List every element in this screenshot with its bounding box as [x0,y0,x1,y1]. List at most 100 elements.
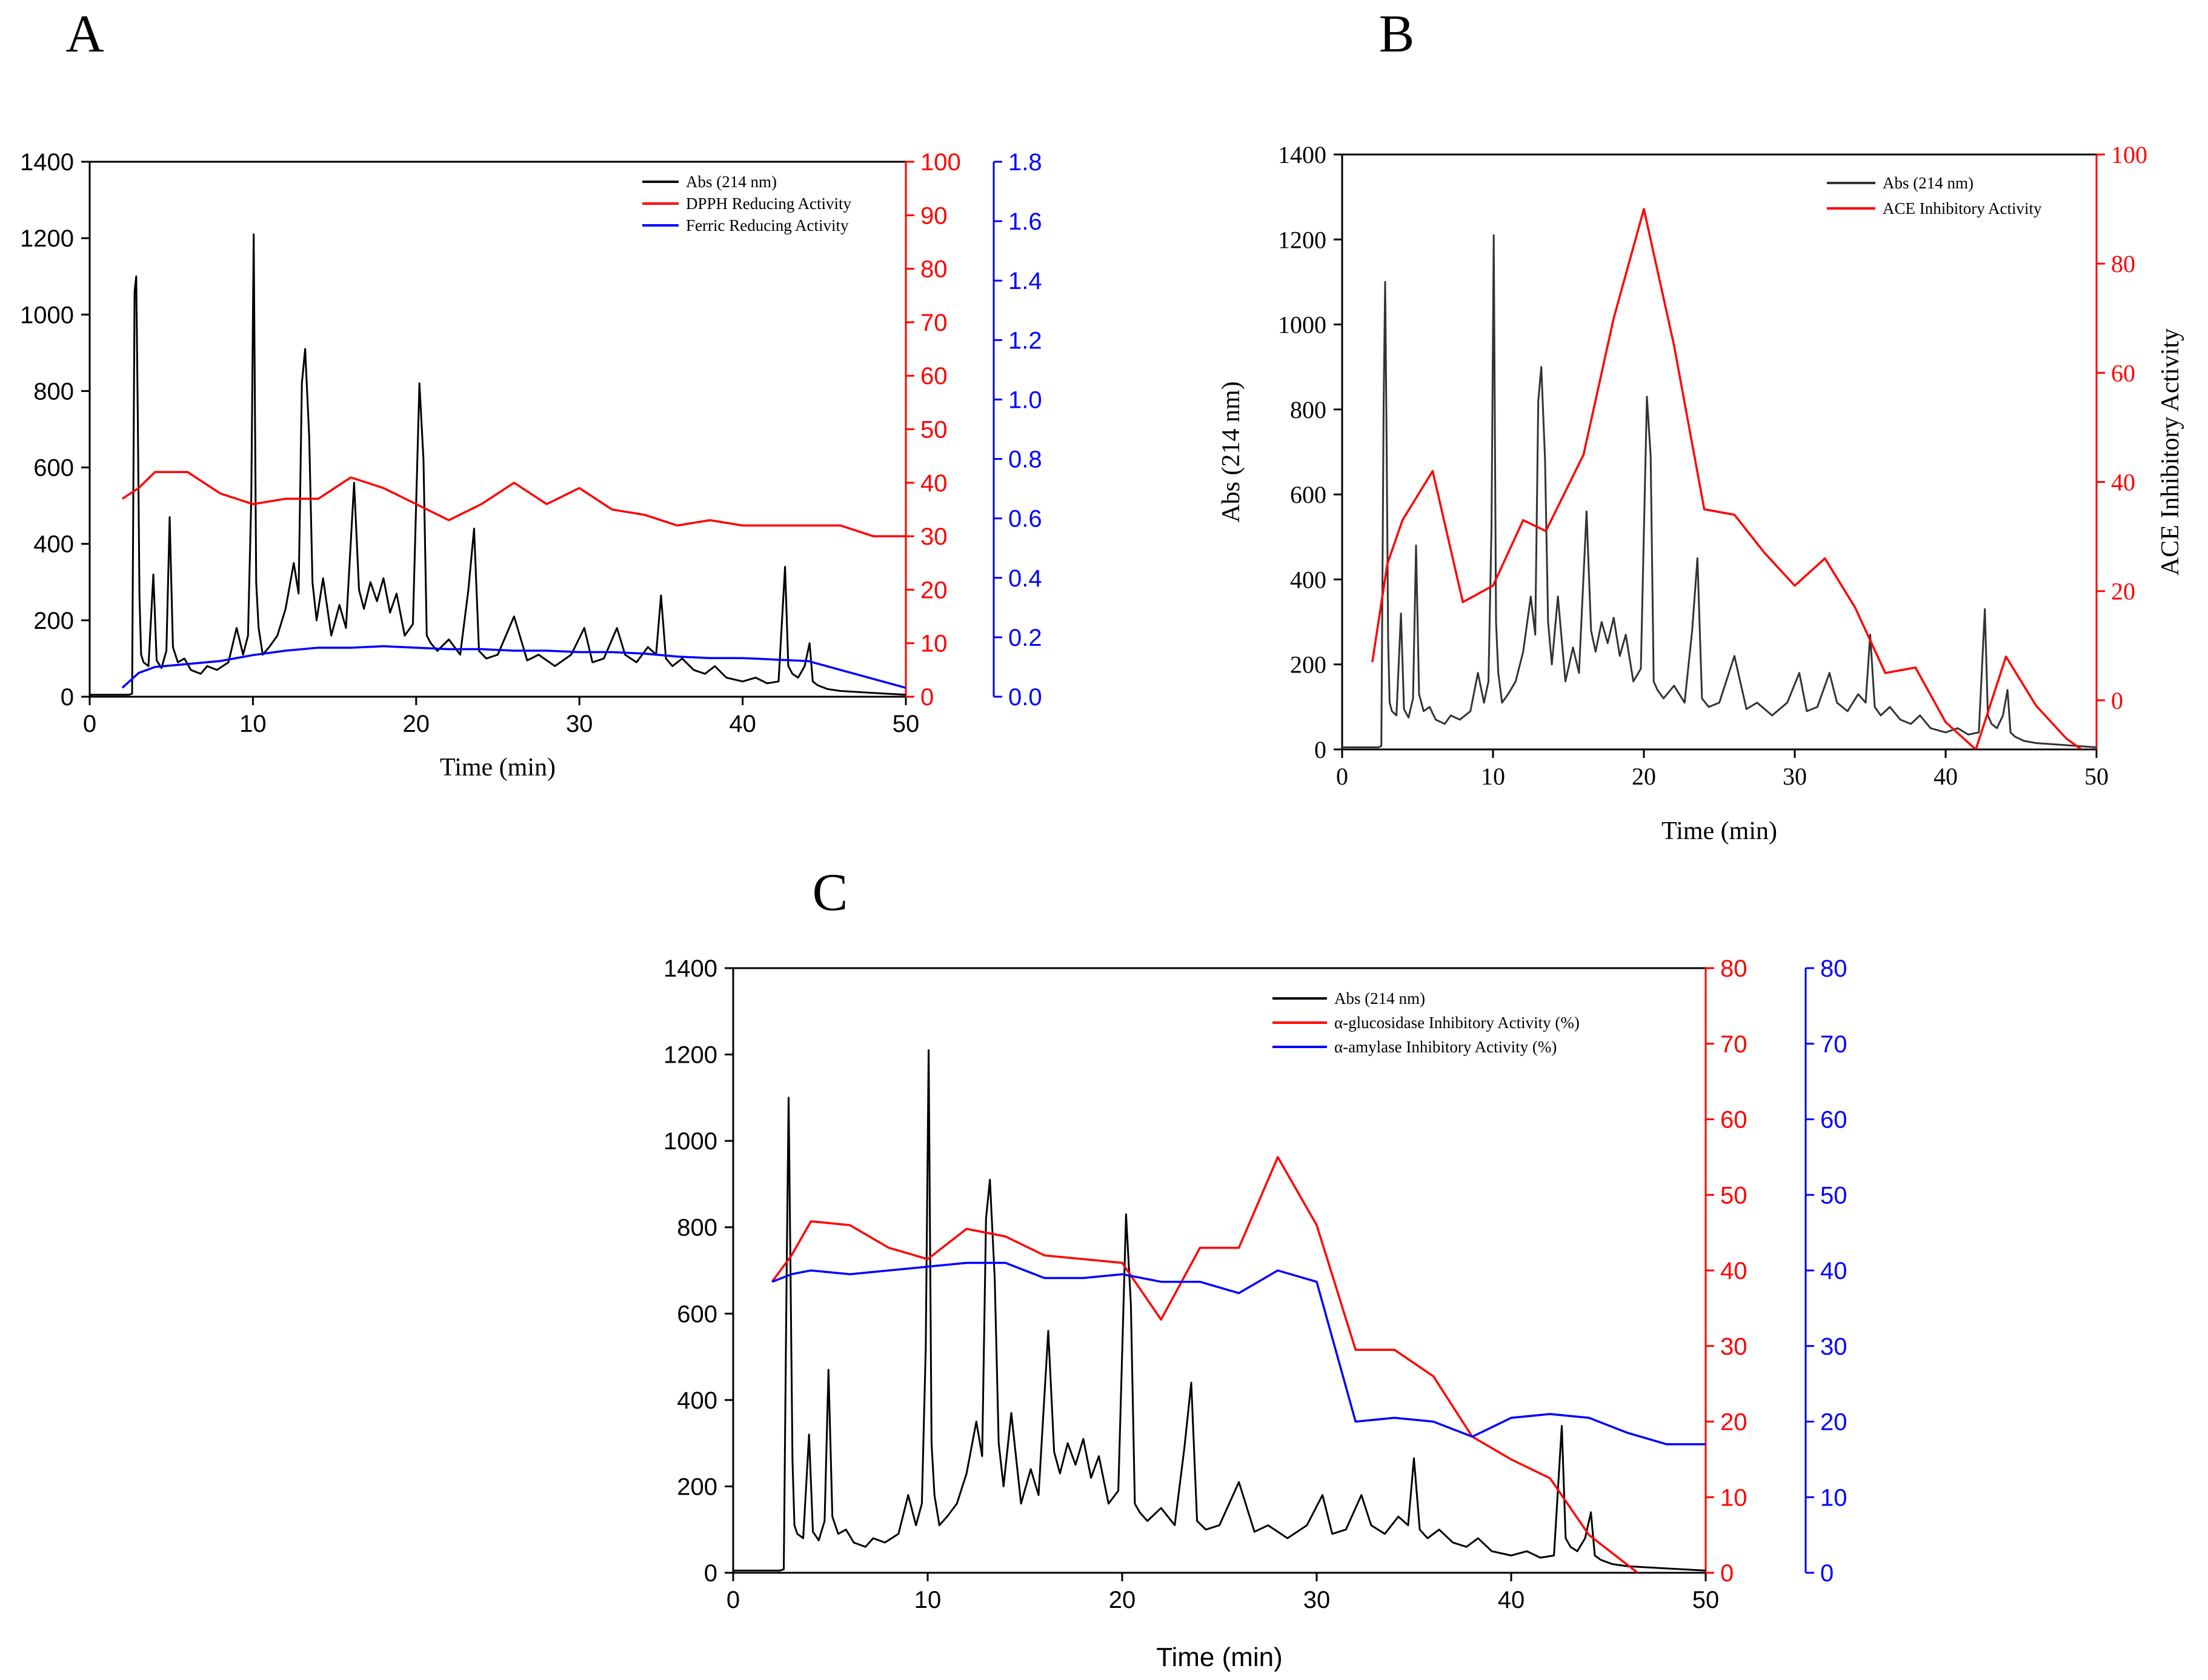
y-tick-label: 1000 [20,302,74,328]
y-tick-label-dpph: 20 [920,577,948,603]
y-tick-label-amyl: 40 [1820,1258,1847,1284]
x-tick-label: 20 [403,711,430,737]
series-line-0 [1342,234,2097,748]
y-tick-label-ferric: 0.6 [1008,506,1042,533]
y-tick-label-ace: 40 [2111,469,2135,496]
x-tick-label: 30 [566,711,593,737]
x-tick-label: 20 [1632,763,1656,790]
y-tick-label-dpph: 90 [920,202,948,229]
panel-letter: B [1379,5,1415,64]
y-tick-label-amyl: 20 [1820,1409,1847,1436]
x-axis-title: Time (min) [1661,817,1777,845]
x-tick-label: 10 [239,711,267,737]
legend-label: ACE Inhibitory Activity [1883,199,2042,217]
x-tick-label: 50 [893,711,920,737]
y-tick-label: 1200 [1278,226,1326,253]
series-line-2 [771,1261,1706,1446]
panel-letter: C [813,863,848,922]
panel-letter: A [65,5,104,64]
y-tick-label-dpph: 0 [920,684,934,711]
y-tick-label: 200 [1290,651,1326,679]
y-tick-label: 400 [33,531,74,558]
y-tick-label-gluc: 0 [1720,1560,1734,1587]
y-tick-label: 600 [677,1301,717,1327]
y-tick-label-ferric: 1.6 [1008,208,1042,235]
y-tick-label: 0 [704,1560,717,1587]
x-tick-label: 30 [1783,763,1807,790]
x-tick-label: 10 [914,1587,942,1613]
y-tick-label-amyl: 10 [1820,1484,1847,1511]
y-tick-label: 1000 [663,1128,717,1155]
y-tick-label-ferric: 1.2 [1008,327,1042,354]
x-tick-label: 10 [1481,763,1505,790]
y-tick-label-amyl: 0 [1820,1560,1834,1587]
legend-label: Abs (214 nm) [686,173,777,191]
y-tick-label-amyl: 70 [1820,1031,1847,1058]
y-tick-label-ferric: 1.0 [1008,387,1042,413]
y-tick-label-ace: 80 [2111,250,2135,277]
y-tick-label: 1200 [663,1042,717,1069]
y-tick-label: 200 [33,608,74,634]
y-tick-label: 200 [677,1473,717,1500]
y-tick-label-amyl: 30 [1820,1333,1847,1360]
y-tick-label: 0 [61,684,74,711]
y-tick-label: 1400 [663,955,717,982]
y-tick-label: 600 [33,455,74,482]
x-tick-label: 40 [729,711,756,737]
plot-frame [88,161,907,698]
y-tick-label-gluc: 50 [1720,1182,1747,1209]
series-line-0 [90,233,906,696]
y-tick-label-ace: 20 [2111,578,2135,605]
y-tick-label-dpph: 10 [920,631,948,657]
x-axis-title: Time (min) [1156,1642,1283,1672]
y-tick-label: 1000 [1278,311,1326,339]
x-tick-label: 30 [1303,1587,1331,1613]
y-tick-label-dpph: 100 [920,149,961,176]
legend-label: Ferric Reducing Activity [686,216,849,234]
y-tick-label-gluc: 10 [1720,1484,1747,1511]
y-tick-label-dpph: 30 [920,523,948,550]
series-line-1 [771,1156,1638,1573]
y-tick-label-ace: 60 [2111,359,2135,387]
legend-label: Abs (214 nm) [1883,174,1974,192]
y-tick-label-amyl: 50 [1820,1182,1847,1209]
y-tick-label-dpph: 60 [920,363,948,390]
y-tick-label-ferric: 0.0 [1008,684,1042,711]
y-tick-label-ferric: 1.4 [1008,268,1042,294]
y-tick-label: 800 [1290,396,1326,423]
y-tick-label: 1200 [20,225,74,252]
y-axis-title-left: Abs (214 nm) [1217,381,1245,522]
series-line-2 [121,645,906,689]
x-tick-label: 50 [2084,763,2109,790]
y-tick-label-ferric: 0.4 [1008,565,1042,592]
y-tick-label-dpph: 50 [920,417,948,443]
y-tick-label-ace: 0 [2111,687,2123,714]
legend-label: DPPH Reducing Activity [686,194,852,213]
y-tick-label-dpph: 40 [920,470,948,497]
series-line-1 [121,471,906,537]
x-tick-label: 50 [1692,1587,1720,1613]
y-tick-label: 800 [33,378,74,405]
legend-label: α-glucosidase Inhibitory Activity (%) [1334,1014,1580,1032]
y-tick-label-dpph: 80 [920,256,948,283]
y-tick-label-gluc: 20 [1720,1409,1747,1436]
y-tick-label: 400 [1290,566,1326,593]
y-tick-label-ace: 100 [2111,141,2147,168]
y-tick-label-gluc: 80 [1720,955,1747,982]
y-tick-label-ferric: 0.2 [1008,625,1042,651]
x-tick-label: 40 [1934,763,1958,790]
legend-label: α-amylase Inhibitory Activity (%) [1334,1038,1557,1056]
y-tick-label: 0 [1314,736,1326,763]
plot-frame [1341,153,2098,751]
y-tick-label-gluc: 40 [1720,1258,1747,1284]
y-tick-label-amyl: 60 [1820,1107,1847,1134]
x-tick-label: 0 [83,711,96,737]
x-tick-label: 40 [1498,1587,1525,1613]
y-tick-label: 800 [677,1215,717,1241]
y-tick-label-gluc: 60 [1720,1107,1747,1134]
x-tick-label: 0 [727,1587,740,1613]
series-line-0 [733,1049,1706,1572]
series-line-1 [1371,208,2083,749]
